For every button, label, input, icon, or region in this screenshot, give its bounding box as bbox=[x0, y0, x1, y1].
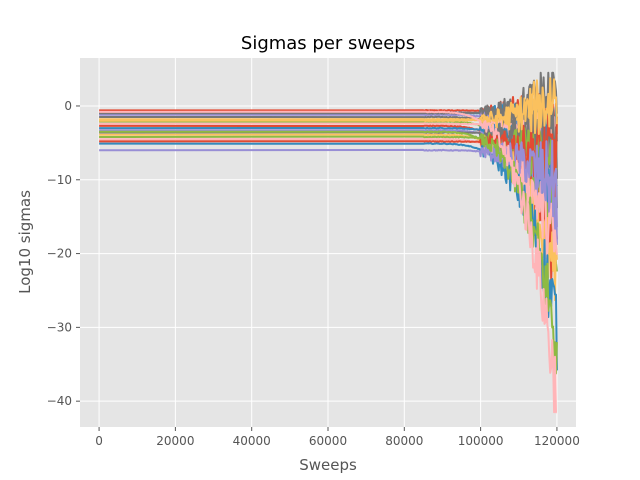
y-tick-label: −40 bbox=[47, 394, 72, 408]
x-tick-label: 60000 bbox=[309, 434, 347, 448]
y-axis-label: Log10 sigmas bbox=[16, 190, 34, 294]
chart-title: Sigmas per sweeps bbox=[241, 33, 415, 54]
x-tick-label: 20000 bbox=[156, 434, 194, 448]
x-tick-label: 80000 bbox=[385, 434, 423, 448]
x-axis-ticks: 0 20000 40000 60000 80000 100000 120000 bbox=[95, 427, 580, 448]
series-lines bbox=[99, 71, 558, 414]
y-tick-label: −10 bbox=[47, 173, 72, 187]
x-tick-label: 0 bbox=[95, 434, 103, 448]
x-tick-label: 40000 bbox=[233, 434, 271, 448]
y-axis-ticks: 0 −10 −20 −30 −40 bbox=[47, 99, 80, 408]
x-tick-label: 100000 bbox=[458, 434, 504, 448]
series-line-20 bbox=[99, 130, 558, 375]
series-line-21 bbox=[99, 110, 557, 414]
y-tick-label: −20 bbox=[47, 247, 72, 261]
y-tick-label: 0 bbox=[64, 99, 72, 113]
series-line-19 bbox=[99, 77, 558, 135]
x-axis-label: Sweeps bbox=[299, 456, 357, 474]
x-tick-label: 120000 bbox=[534, 434, 580, 448]
series-line-16 bbox=[99, 142, 558, 371]
y-tick-label: −30 bbox=[47, 320, 72, 334]
